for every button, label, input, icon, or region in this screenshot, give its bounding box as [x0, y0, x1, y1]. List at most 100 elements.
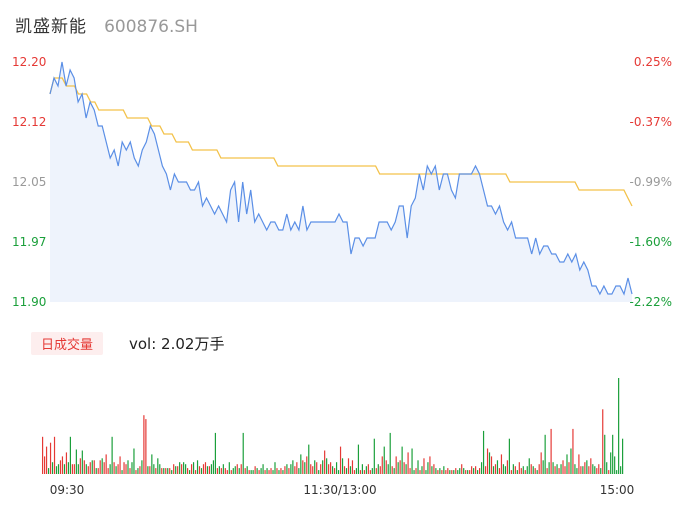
volume-bar: [349, 466, 352, 474]
volume-bar: [49, 442, 52, 474]
volume-bar: [576, 468, 578, 474]
volume-legend: 日成交量 vol: 2.02万手: [31, 332, 224, 355]
volume-bar: [119, 456, 121, 474]
volume-bar: [510, 470, 512, 474]
volume-bar: [306, 456, 308, 474]
volume-bar: [614, 456, 616, 474]
volume-bar: [604, 434, 606, 474]
volume-bar: [532, 466, 534, 474]
volume-bar: [566, 454, 568, 474]
volume-bar: [488, 452, 491, 474]
x-tick-label: 15:00: [600, 483, 635, 497]
volume-bar: [415, 468, 417, 474]
volume-tag[interactable]: 日成交量: [31, 332, 104, 355]
volume-bar: [552, 462, 554, 474]
volume-bar: [135, 470, 137, 474]
volume-value-label: vol: 2.02万手: [129, 335, 225, 353]
volume-bar: [85, 464, 87, 474]
volume-bar: [226, 470, 228, 474]
volume-bar: [312, 466, 314, 474]
volume-bar: [61, 456, 64, 474]
volume-bar: [387, 464, 389, 474]
volume-bar: [433, 464, 435, 474]
volume-bar: [274, 462, 276, 474]
volume-bar: [345, 468, 348, 474]
volume-bar: [330, 462, 332, 474]
volume-bar: [403, 462, 405, 474]
price-line: [49, 61, 633, 296]
volume-bar: [198, 466, 201, 474]
volume-bar: [137, 468, 139, 474]
volume-bar: [75, 449, 77, 474]
volume-bar: [240, 464, 242, 474]
pct-tick-label: -0.37%: [630, 115, 672, 129]
volume-bar: [332, 466, 334, 474]
volume-bar: [514, 466, 516, 474]
volume-bar: [171, 470, 173, 474]
volume-bar: [43, 456, 46, 474]
volume-bar: [477, 470, 479, 474]
volume-bar: [574, 464, 576, 474]
volume-bar: [179, 462, 181, 474]
volume-bar: [282, 470, 284, 474]
volume-bar: [175, 466, 177, 474]
volume-bar: [262, 464, 264, 474]
pct-tick-label: -1.60%: [630, 235, 672, 249]
volume-bar: [469, 470, 471, 474]
volume-bar: [290, 464, 292, 474]
volume-bar: [103, 462, 105, 474]
volume-bar: [365, 466, 367, 474]
volume-bar: [125, 464, 127, 474]
volume-bar: [355, 468, 358, 474]
volume-bar: [107, 468, 109, 474]
volume-bar: [73, 464, 75, 474]
volume-bar: [153, 464, 155, 474]
volume-bar: [244, 468, 246, 474]
volume-bar: [208, 466, 211, 474]
volume-bar: [520, 468, 522, 474]
volume-bar: [423, 458, 425, 474]
volume-bar: [498, 468, 501, 474]
volume-bar: [99, 460, 101, 474]
volume-bar: [347, 458, 350, 474]
volume-bar: [89, 462, 91, 474]
volume-bar: [276, 468, 278, 474]
volume-bar: [530, 464, 532, 474]
volume-bar: [304, 462, 306, 474]
volume-bar: [45, 446, 48, 474]
volume-bar: [173, 464, 175, 474]
volume-bar: [341, 458, 344, 474]
stock-header: 凯盛新能 600876.SH: [15, 12, 198, 40]
volume-bar: [129, 468, 131, 474]
volume-bar: [598, 464, 600, 474]
volume-bar: [518, 462, 520, 474]
volume-bar: [451, 470, 453, 474]
volume-bar: [57, 464, 60, 474]
volume-bar: [570, 448, 572, 474]
volume-bar: [47, 468, 50, 474]
volume-bar: [343, 466, 346, 474]
volume-bar: [600, 468, 602, 474]
volume-bar: [536, 470, 538, 474]
volume-bar: [409, 468, 411, 474]
volume-bar: [177, 466, 179, 474]
volume-bar: [480, 462, 483, 474]
volume-bar: [264, 470, 266, 474]
volume-bar: [256, 468, 258, 474]
volume-bar: [298, 468, 300, 474]
volume-bar: [335, 462, 338, 474]
volume-bar: [465, 470, 467, 474]
volume-bar: [161, 468, 163, 474]
volume-bar: [133, 448, 135, 474]
pct-tick-label: -2.22%: [630, 295, 672, 309]
volume-bar: [206, 466, 209, 474]
volume-bar: [234, 466, 236, 474]
volume-bar: [260, 468, 262, 474]
volume-bar: [220, 468, 222, 474]
volume-bar: [447, 468, 449, 474]
y-tick-label: 12.12: [12, 115, 46, 129]
volume-bar: [318, 470, 320, 474]
volume-bar: [459, 468, 461, 474]
volume-bar: [556, 464, 558, 474]
